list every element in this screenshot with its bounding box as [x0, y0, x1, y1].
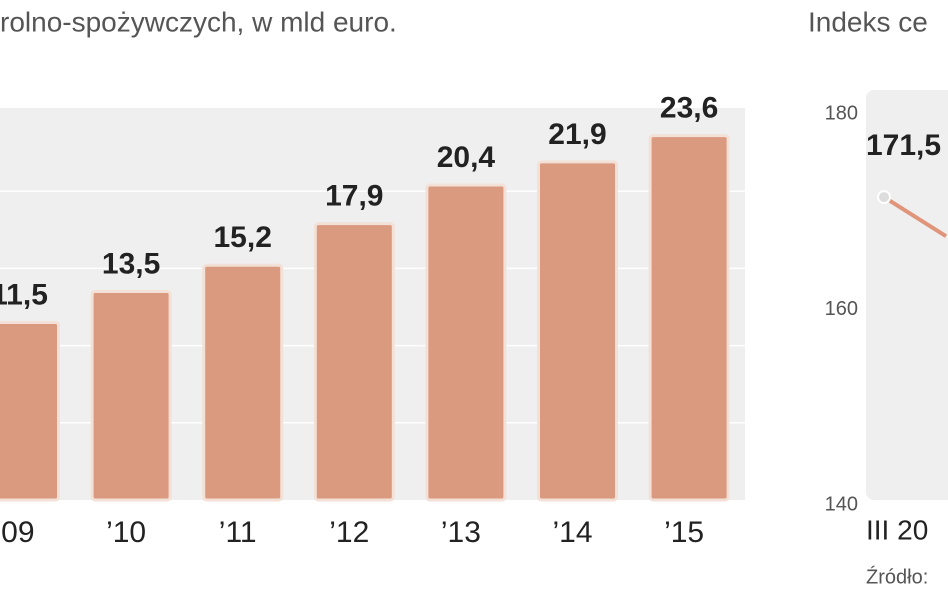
x-tick-label: ’13	[441, 516, 481, 549]
data-label: 21,9	[548, 118, 606, 151]
bar	[648, 134, 730, 502]
data-label: 13,5	[102, 247, 160, 280]
bar	[425, 183, 507, 502]
x-tick-label: ’12	[329, 516, 369, 549]
source: Źródło:	[866, 565, 928, 588]
bar	[0, 320, 60, 502]
line	[882, 195, 948, 238]
data-label: 11,5	[0, 278, 48, 311]
x-tick-label: ’09	[0, 516, 35, 549]
y-tick-label: 180	[825, 102, 858, 124]
x-tick-label: ’14	[552, 516, 592, 549]
bar	[313, 222, 395, 502]
bar	[537, 160, 618, 502]
data-label: 20,4	[437, 141, 496, 174]
data-label: 171,5	[866, 129, 941, 162]
x-tick-label: III 20	[866, 514, 928, 545]
chart-subtitle: rolno-spożywczych, w mld euro.	[0, 6, 397, 37]
point	[877, 190, 891, 205]
chart-title: Indeks ce	[808, 6, 928, 37]
data-label: 17,9	[325, 180, 383, 213]
x-tick-label: ’15	[664, 516, 704, 549]
data-label: 23,6	[660, 92, 718, 125]
bar	[90, 290, 172, 502]
bar	[202, 263, 284, 502]
y-tick-label: 160	[825, 298, 858, 320]
x-tick-label: ’10	[106, 516, 146, 549]
y-tick-label: 140	[825, 493, 858, 515]
x-tick-label: ’11	[219, 516, 257, 549]
data-label: 15,2	[214, 221, 272, 254]
